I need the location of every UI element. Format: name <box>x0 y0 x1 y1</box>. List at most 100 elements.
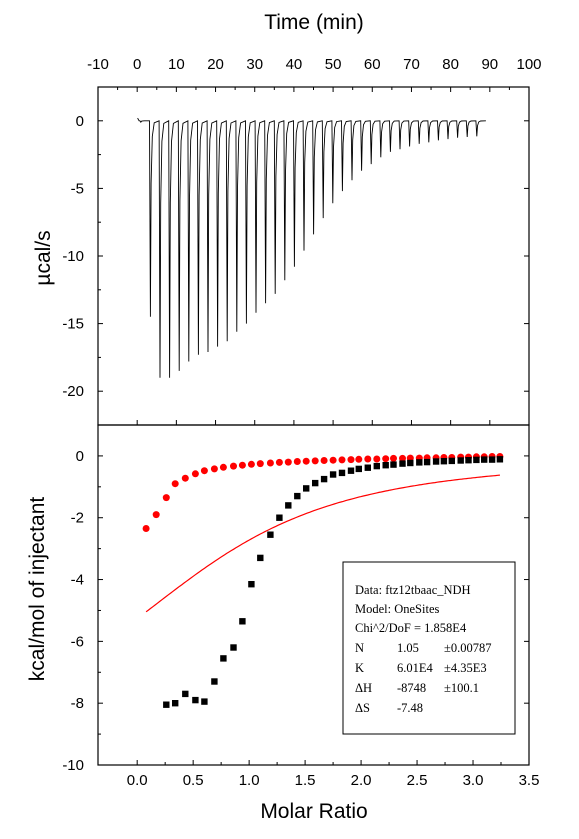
top-x-tick-label-10: 90 <box>481 56 498 73</box>
red-point <box>293 458 301 465</box>
black-point <box>423 458 431 466</box>
black-point <box>432 458 440 465</box>
black-point <box>276 514 283 521</box>
red-point <box>390 454 397 462</box>
bottom-x-tick-label-2: 1.0 <box>239 772 260 789</box>
red-point <box>152 511 160 519</box>
red-point <box>266 459 274 467</box>
top-y-tick-label-1: -5 <box>71 180 84 197</box>
top-x-tick-label-6: 50 <box>325 56 342 73</box>
black-point <box>390 461 397 468</box>
black-point <box>373 462 380 470</box>
red-point <box>200 467 208 475</box>
red-point <box>364 455 372 463</box>
black-point <box>416 459 423 466</box>
red-point <box>230 462 237 470</box>
top-y-axis-title: µcal/s <box>32 230 55 285</box>
black-point <box>294 492 301 500</box>
fit-param-k-value: 6.01E4 <box>397 661 434 675</box>
top-x-tick-label-1: 0 <box>133 56 141 73</box>
thermogram-line <box>137 117 486 378</box>
red-point <box>256 460 264 468</box>
bottom-x-tick-label-0: 0.0 <box>127 772 148 789</box>
red-point <box>382 455 390 463</box>
red-point <box>238 461 246 469</box>
bottom-y-tick-label-4: -8 <box>71 695 84 712</box>
bottom-y-tick-label-5: -10 <box>62 757 84 774</box>
bottom-y-tick-label-2: -4 <box>71 572 84 589</box>
black-point <box>257 554 264 562</box>
top-x-tick-label-3: 20 <box>207 56 224 73</box>
black-point <box>355 465 362 473</box>
top-x-tick-label-11: 100 <box>516 56 541 73</box>
black-point <box>329 471 337 478</box>
fit-param-dh-name: ΔH <box>355 681 372 695</box>
black-point <box>440 458 448 465</box>
fit-param-ds-value: -7.48 <box>397 701 423 715</box>
top-x-tick-label-2: 10 <box>168 56 185 73</box>
black-point <box>163 701 170 708</box>
black-point <box>407 459 414 467</box>
top-x-tick-label-0: -10 <box>87 56 109 73</box>
black-point <box>248 581 255 588</box>
top-x-tick-label-7: 60 <box>364 56 381 73</box>
red-point <box>399 454 406 462</box>
bottom-ticks: 0.0 0.5 1.0 1.5 2.0 2.5 3.0 3.5 0 -2 -4 -6 -8 -10 <box>62 448 539 789</box>
black-point <box>496 456 504 463</box>
bottom-y-axis-title: kcal/mol of injectant <box>26 497 49 682</box>
red-point <box>142 525 150 532</box>
bottom-y-tick-label-1: -2 <box>71 510 84 527</box>
black-point <box>347 467 355 474</box>
bottom-x-axis-title: Molar Ratio <box>260 800 367 823</box>
black-point <box>230 644 237 651</box>
fit-param-ds-name: ΔS <box>355 701 370 715</box>
black-point <box>320 475 328 483</box>
bottom-x-tick-label-4: 2.0 <box>351 772 372 789</box>
red-point <box>338 456 346 464</box>
black-point <box>211 678 218 685</box>
top-y-tick-label-2: -10 <box>62 248 84 265</box>
black-point <box>239 618 246 625</box>
top-x-tick-label-4: 30 <box>246 56 263 73</box>
red-point <box>284 458 292 466</box>
black-point <box>303 485 310 492</box>
red-point <box>347 456 355 464</box>
black-point <box>465 457 472 464</box>
top-y-tick-label-3: -15 <box>62 316 84 333</box>
red-point <box>302 457 310 465</box>
black-point <box>448 457 455 465</box>
black-point <box>172 700 179 707</box>
top-y-tick-label-4: -20 <box>62 383 84 400</box>
black-point <box>364 464 371 471</box>
fit-param-dh-value: -8748 <box>397 681 426 695</box>
bottom-x-tick-label-6: 3.0 <box>463 772 484 789</box>
fit-results-box: Data: ftz12tbaac_NDH Model: OneSites Chi… <box>342 561 516 735</box>
thermogram-trace <box>137 117 486 378</box>
black-point <box>201 698 208 705</box>
red-point <box>210 465 218 473</box>
black-point <box>182 690 189 698</box>
top-y-tick-label-0: 0 <box>76 113 84 130</box>
bottom-x-tick-label-1: 0.5 <box>183 772 204 789</box>
top-x-axis-title: Time (min) <box>264 11 364 34</box>
data-points <box>142 453 504 708</box>
black-point <box>473 456 480 464</box>
fit-results-frame <box>342 561 516 735</box>
bottom-x-tick-label-7: 3.5 <box>519 772 540 789</box>
black-point <box>399 460 406 467</box>
red-point <box>247 460 255 468</box>
red-point <box>191 470 199 478</box>
fit-param-k-error: ±4.35E3 <box>444 661 487 675</box>
top-ticks: -10 0 10 20 30 40 50 60 70 80 90 100 0 -5 -10 -15 -20 <box>62 56 542 425</box>
fit-param-n-error: ±0.00787 <box>444 641 492 655</box>
fit-param-n-value: 1.05 <box>397 641 419 655</box>
red-point <box>171 480 179 488</box>
black-point <box>312 479 319 487</box>
black-point <box>481 456 488 463</box>
black-point <box>192 696 199 704</box>
fit-data-line: Data: ftz12tbaac_NDH <box>355 583 471 597</box>
fit-curve <box>145 474 500 613</box>
red-point <box>329 456 337 464</box>
fit-model-line: Model: OneSites <box>355 602 440 616</box>
